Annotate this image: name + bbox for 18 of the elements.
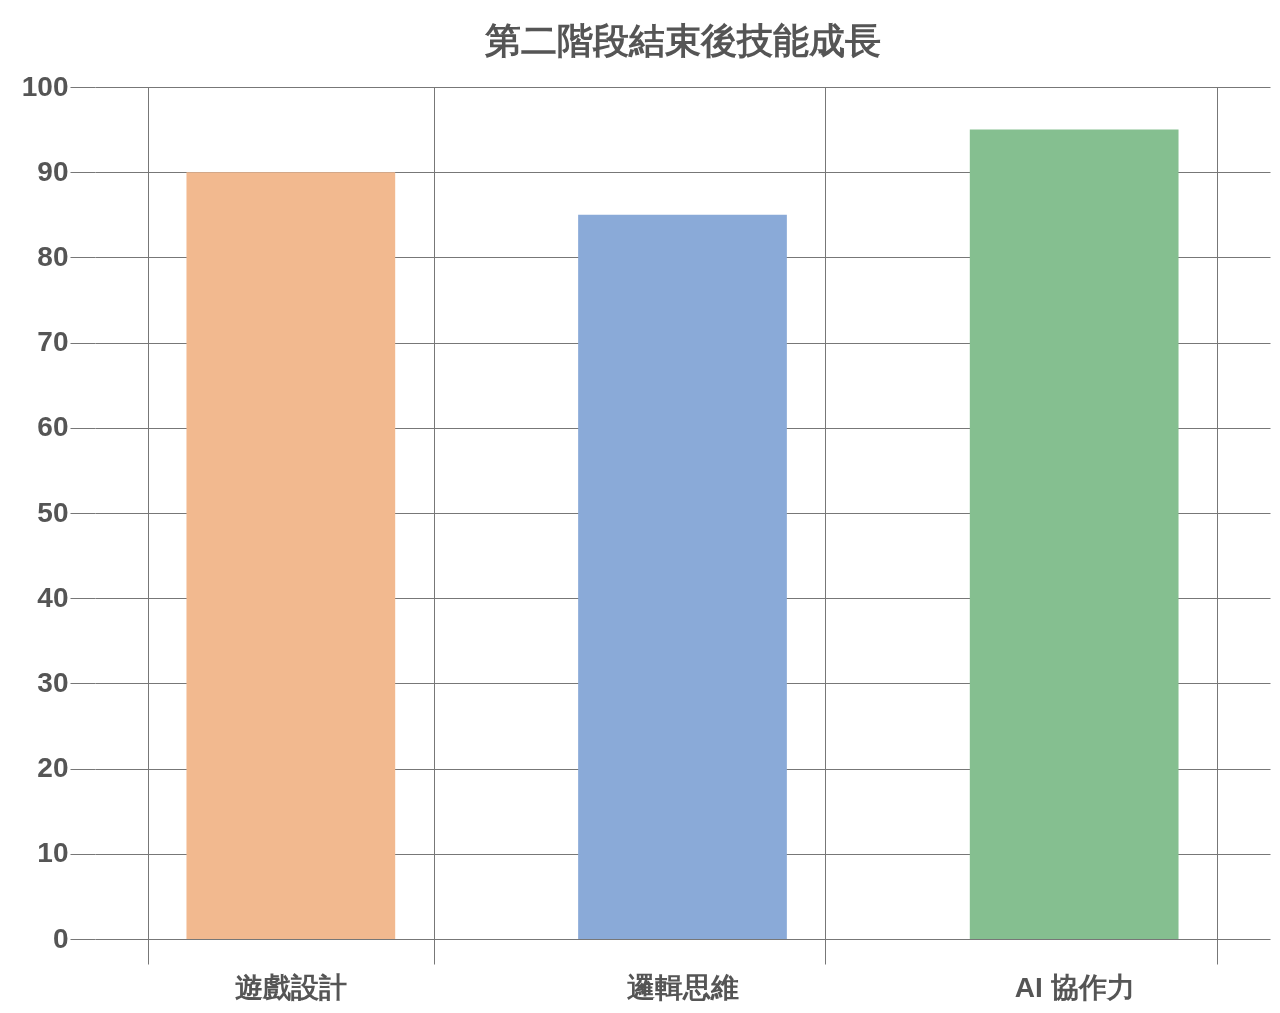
y-tick-label: 0 (52, 922, 69, 954)
y-tick-label: 60 (37, 411, 69, 443)
y-tick-label: 30 (37, 666, 69, 698)
y-tick-label: 10 (37, 837, 69, 869)
x-tick-label: 邏輯思維 (627, 971, 739, 1003)
y-tick-label: 90 (37, 155, 69, 187)
bar (186, 172, 396, 939)
y-tick-label: 100 (21, 70, 69, 102)
bar (578, 214, 787, 939)
bar (969, 129, 1179, 939)
chart-title: 第二階段結束後技能成長 (483, 20, 881, 61)
y-tick-label: 40 (37, 581, 69, 613)
y-tick-label: 70 (37, 326, 69, 358)
x-tick-label: 遊戲設計 (235, 971, 348, 1003)
y-tick-label: 80 (37, 240, 69, 272)
y-tick-label: 50 (37, 496, 69, 528)
y-tick-label: 20 (37, 752, 69, 784)
x-tick-label: AI 協作力 (1014, 971, 1135, 1003)
